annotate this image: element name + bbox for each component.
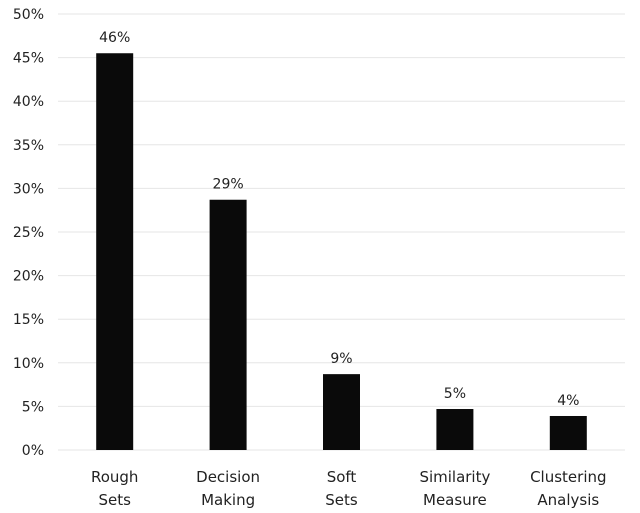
data-labels: 46% 29% 9% 5% 4%	[99, 30, 579, 409]
data-label: 4%	[557, 393, 579, 409]
y-tick-label: 15%	[13, 312, 44, 328]
category-label: Making	[201, 491, 255, 509]
category-label: Clustering	[530, 468, 606, 486]
bars	[96, 53, 587, 451]
bar	[436, 409, 474, 450]
category-label: Sets	[98, 491, 131, 509]
y-tick-label: 45%	[13, 51, 44, 67]
y-tick-label: 35%	[13, 138, 44, 154]
category-label: Measure	[423, 491, 487, 509]
data-label: 29%	[213, 177, 244, 193]
category-label: Analysis	[537, 491, 599, 509]
data-label: 46%	[99, 30, 130, 46]
bar	[323, 374, 360, 450]
y-tick-label: 10%	[13, 356, 44, 372]
category-label: Sets	[325, 491, 358, 509]
y-axis-tick-labels: 0% 5% 10% 15% 20% 25% 30% 35% 40% 45% 50%	[13, 7, 44, 459]
gridlines	[58, 13, 625, 451]
category-label: Similarity	[419, 468, 490, 486]
category-label: Soft	[327, 468, 357, 486]
x-axis-category-labels: Rough Sets Decision Making Soft Sets Similarit…	[91, 468, 607, 509]
y-tick-label: 30%	[13, 181, 44, 197]
y-tick-label: 0%	[22, 443, 44, 459]
category-label: Decision	[196, 468, 260, 486]
data-label: 9%	[330, 351, 352, 367]
bar	[549, 415, 587, 450]
category-label: Rough	[91, 468, 138, 486]
data-label: 5%	[444, 386, 466, 402]
y-tick-label: 25%	[13, 225, 44, 241]
y-tick-label: 5%	[22, 399, 44, 415]
y-tick-label: 50%	[13, 7, 44, 23]
bar	[209, 199, 247, 450]
y-tick-label: 40%	[13, 94, 44, 110]
bar	[96, 53, 134, 451]
y-tick-label: 20%	[13, 269, 44, 285]
